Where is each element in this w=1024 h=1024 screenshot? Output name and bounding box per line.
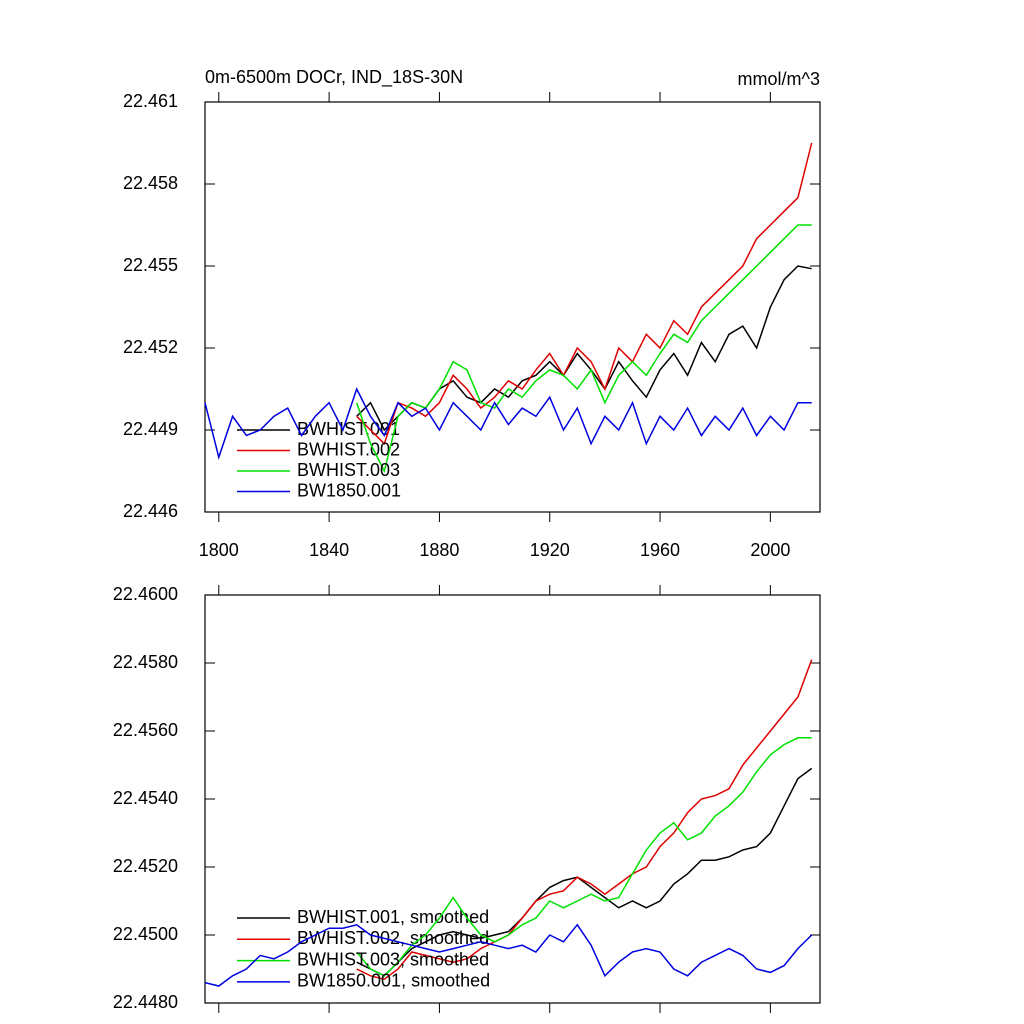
series-line (204, 923, 813, 987)
legend-label: BW1850.001, smoothed (297, 971, 490, 991)
legend-label: BWHIST.002, smoothed (297, 928, 489, 948)
series-line (356, 659, 813, 981)
y-tick-label: 22.4560 (113, 720, 178, 740)
x-tick-label: 1960 (640, 540, 680, 560)
y-tick-label: 22.4600 (113, 584, 178, 604)
y-tick-label: 22.4500 (113, 924, 178, 944)
series-line (356, 142, 813, 446)
x-tick-label: 1880 (419, 540, 459, 560)
y-tick-label: 22.458 (123, 173, 178, 193)
y-tick-label: 22.461 (123, 91, 178, 111)
y-tick-label: 22.455 (123, 255, 178, 275)
y-tick-label: 22.449 (123, 419, 178, 439)
x-tick-label: 2000 (750, 540, 790, 560)
legend-label: BWHIST.001, smoothed (297, 907, 489, 927)
y-tick-label: 22.4480 (113, 992, 178, 1012)
x-tick-label: 1840 (309, 540, 349, 560)
x-tick-label: 1800 (199, 540, 239, 560)
series-line (356, 767, 813, 977)
y-tick-label: 22.446 (123, 501, 178, 521)
y-tick-label: 22.4520 (113, 856, 178, 876)
series-line (356, 265, 812, 432)
plot-frame (204, 101, 821, 513)
series-line (355, 224, 812, 474)
y-tick-label: 22.4540 (113, 788, 178, 808)
series-line (204, 387, 812, 460)
y-tick-label: 22.4580 (113, 652, 178, 672)
y-tick-label: 22.452 (123, 337, 178, 357)
x-tick-label: 1920 (530, 540, 570, 560)
legend-label: BWHIST.002 (297, 439, 400, 459)
legend-label: BWHIST.003, smoothed (297, 949, 489, 969)
legend-label: BWHIST.003 (297, 460, 400, 480)
units-label: mmol/m^3 (738, 69, 820, 89)
series-line (356, 737, 812, 977)
chart-title: 0m-6500m DOCr, IND_18S-30N (205, 67, 463, 88)
legend-label: BW1850.001 (297, 480, 401, 500)
